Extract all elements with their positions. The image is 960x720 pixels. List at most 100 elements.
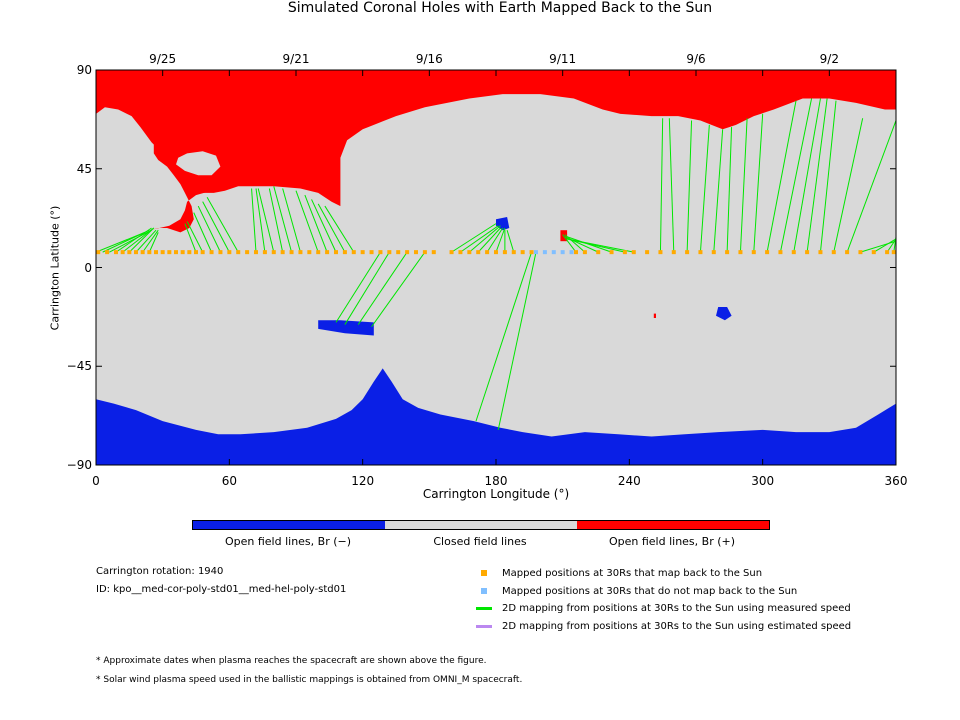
- mapped-back-point: [458, 250, 463, 255]
- mapped-back-point: [711, 250, 716, 255]
- mapped-back-point: [658, 250, 663, 255]
- mapped-back-point: [778, 250, 783, 255]
- measured-speed-mapping-line: [184, 223, 197, 253]
- mapped-back-point: [114, 250, 118, 255]
- mapped-back-point: [105, 250, 110, 255]
- mapped-back-point: [236, 250, 241, 255]
- not-mapped-point: [551, 250, 556, 255]
- measured-speed-mapping-line: [460, 225, 499, 253]
- measured-speed-mapping-line: [186, 221, 204, 253]
- mapped-back-point: [596, 250, 601, 255]
- mapped-back-point: [378, 250, 383, 255]
- measured-speed-mapping-line: [486, 227, 504, 253]
- measured-speed-mapping-line: [833, 118, 864, 253]
- mapped-back-point: [194, 250, 198, 255]
- mapped-back-point: [154, 250, 158, 255]
- mapped-back-point: [485, 250, 490, 255]
- positive-coronal-hole-patch: [653, 313, 656, 318]
- mapped-back-point: [127, 250, 132, 255]
- mapped-back-point: [725, 250, 730, 255]
- measured-speed-mapping-line: [197, 205, 221, 253]
- colorbar-closed: [385, 521, 577, 529]
- measured-speed-mapping-line: [206, 197, 239, 253]
- not-mapped-point: [560, 250, 565, 255]
- mapped-back-point: [414, 250, 418, 255]
- measured-speed-mapping-line: [304, 194, 328, 253]
- mapped-back-point: [476, 250, 481, 255]
- mapped-back-point: [502, 250, 507, 255]
- mapped-back-point: [449, 250, 454, 255]
- mapped-back-point: [289, 250, 294, 255]
- legend-label-measured-speed: 2D mapping from positions at 30Rs to the…: [502, 602, 851, 614]
- measured-speed-mapping-line: [335, 251, 381, 323]
- footnote-dates: * Approximate dates when plasma reaches …: [96, 656, 487, 666]
- mapped-back-point: [818, 250, 823, 255]
- mapped-back-point: [280, 250, 285, 255]
- measured-speed-mapping-line: [873, 238, 897, 253]
- mapped-back-point: [209, 250, 214, 255]
- measured-speed-mapping-line: [713, 129, 724, 253]
- mapped-back-point: [167, 250, 172, 255]
- x-axis-label: Carrington Longitude (°): [422, 487, 570, 501]
- y-tick-label: −45: [66, 359, 92, 374]
- mapped-back-point: [254, 250, 258, 255]
- measured-speed-mapping-line: [886, 238, 897, 253]
- measured-speed-mapping-line: [497, 252, 537, 430]
- measured-speed-mapping-line: [142, 229, 159, 253]
- mapped-back-point: [360, 250, 365, 255]
- x-tick-label: 60: [221, 474, 237, 488]
- mapped-back-point: [342, 250, 347, 255]
- measured-speed-mapping-line: [311, 199, 337, 253]
- mapped-back-point: [134, 250, 138, 255]
- measured-speed-mapping-line: [128, 227, 155, 253]
- not-mapped-point: [542, 250, 547, 255]
- mapped-back-point: [245, 250, 250, 255]
- coronal-hole-extension: [149, 140, 212, 233]
- mapped-back-point: [369, 250, 374, 255]
- mapped-back-point: [405, 250, 410, 255]
- x-tick-label: 120: [351, 474, 375, 488]
- measured-speed-mapping-line: [793, 98, 821, 253]
- measured-speed-mapping-line: [122, 227, 155, 253]
- measured-speed-mapping-line: [257, 188, 275, 253]
- measured-speed-mapping-line: [324, 205, 355, 253]
- mapped-back-point: [494, 250, 498, 255]
- measured-speed-mapping-line: [699, 124, 710, 253]
- x-tick-label: 180: [484, 474, 508, 488]
- mapped-back-point: [858, 250, 863, 255]
- mapped-back-point: [609, 250, 614, 255]
- mapped-back-point: [891, 250, 896, 255]
- legend-swatch-mapped-back: [481, 570, 487, 576]
- date-tick-label: 9/2: [819, 52, 839, 66]
- measured-speed-mapping-line: [255, 188, 266, 253]
- mapped-back-point: [120, 250, 125, 255]
- x-tick-label: 240: [617, 474, 641, 488]
- footnote-speed-source: * Solar wind plasma speed used in the ba…: [96, 675, 523, 685]
- legend-item-measured-speed: 2D mapping from positions at 30Rs to the…: [476, 601, 851, 615]
- date-tick-label: 9/25: [149, 52, 177, 66]
- y-axis-label: Carrington Latitude (°): [48, 205, 62, 331]
- measured-speed-mapping-line: [102, 229, 150, 253]
- y-tick-label: −90: [66, 458, 92, 472]
- mapped-back-point: [218, 250, 223, 255]
- north-coronal-hole: [96, 70, 896, 207]
- mapped-back-point: [431, 250, 436, 255]
- measured-speed-mapping-line: [739, 118, 748, 253]
- mapped-back-point: [574, 250, 578, 255]
- measured-speed-mapping-line: [469, 225, 501, 253]
- measured-speed-mapping-line: [202, 201, 230, 253]
- mapped-back-point: [160, 250, 165, 255]
- mapped-back-point: [351, 250, 356, 255]
- chart-title: Simulated Coronal Holes with Earth Mappe…: [287, 0, 713, 16]
- measured-speed-mapping-line: [477, 227, 501, 253]
- measured-speed-mapping-line: [295, 190, 319, 253]
- colorbar-open-positive: [577, 521, 769, 529]
- mapped-back-point: [396, 250, 401, 255]
- not-mapped-point: [569, 250, 574, 255]
- mapped-back-point: [871, 250, 876, 255]
- measured-speed-mapping-line: [686, 120, 693, 253]
- measured-speed-mapping-line: [475, 251, 533, 422]
- measured-speed-mapping-line: [148, 232, 159, 253]
- mapped-back-point: [174, 250, 178, 255]
